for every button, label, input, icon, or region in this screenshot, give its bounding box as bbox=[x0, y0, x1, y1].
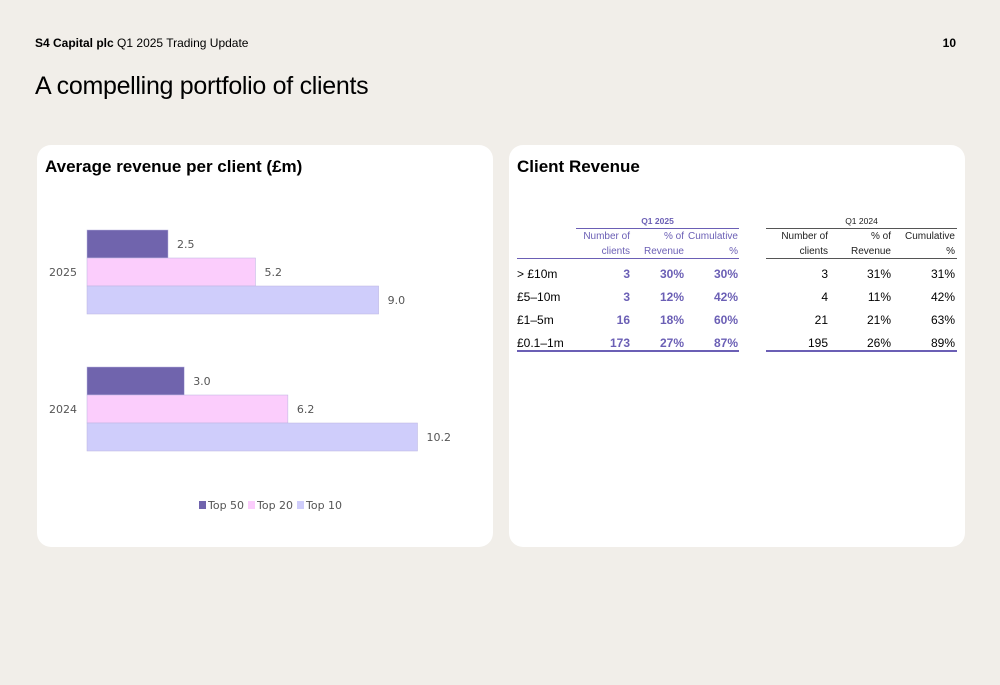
legend-label: Top 10 bbox=[305, 499, 342, 512]
table-cell-q1-2025: 16 bbox=[616, 313, 630, 327]
divider bbox=[576, 228, 739, 229]
table-cell-q1-2025: 42% bbox=[713, 290, 738, 304]
divider bbox=[517, 350, 739, 352]
column-header-q1-2025: Revenue bbox=[643, 246, 684, 257]
data-label: 10.2 bbox=[426, 431, 451, 444]
table-cell-q1-2025: 3 bbox=[623, 290, 630, 304]
chart-card: 2025 2.5 5.2 9.0 2024 3.0 6.2 10.2 Top 50 Top 20 T… bbox=[37, 145, 493, 547]
table-row-label: £1–5m bbox=[517, 313, 554, 327]
table-cell-q1-2025: 87% bbox=[713, 336, 738, 350]
data-label: 9.0 bbox=[388, 294, 406, 307]
divider bbox=[517, 258, 739, 259]
legend-swatch-top20 bbox=[248, 501, 255, 509]
data-label: 5.2 bbox=[264, 266, 282, 279]
table-cell-q1-2025: 30% bbox=[659, 267, 684, 281]
category-label-2025: 2025 bbox=[49, 266, 77, 279]
column-header-q1-2024: clients bbox=[799, 246, 828, 257]
bar-top50-2025 bbox=[86, 229, 169, 259]
table-cell-q1-2025: 18% bbox=[659, 313, 684, 327]
table-title: Client Revenue bbox=[517, 157, 640, 176]
divider bbox=[766, 258, 957, 259]
divider bbox=[766, 350, 957, 352]
bar-top20-2025 bbox=[86, 257, 256, 287]
table-row-label: > £10m bbox=[517, 267, 558, 281]
bar-top20-2024 bbox=[86, 394, 289, 424]
table-cell-q1-2024: 42% bbox=[930, 290, 955, 304]
table-cell-q1-2024: 26% bbox=[866, 336, 891, 350]
chart-title: Average revenue per client (£m) bbox=[45, 157, 303, 176]
column-header-q1-2025: clients bbox=[601, 246, 630, 257]
column-header-q1-2024: Revenue bbox=[850, 246, 891, 257]
column-header-q1-2024: Cumulative bbox=[904, 231, 955, 242]
column-header-q1-2025: Number of bbox=[583, 231, 630, 242]
data-label: 6.2 bbox=[297, 403, 315, 416]
table-cell-q1-2024: 4 bbox=[821, 290, 828, 304]
bar-top50-2024 bbox=[86, 366, 185, 396]
table-cell-q1-2024: 21 bbox=[814, 313, 828, 327]
table-cell-q1-2025: 173 bbox=[609, 336, 630, 350]
column-header-q1-2025: % of bbox=[663, 231, 684, 242]
table-cell-q1-2025: 27% bbox=[659, 336, 684, 350]
table-cell-q1-2024: 11% bbox=[867, 290, 891, 304]
table-row-label: £5–10m bbox=[517, 290, 561, 304]
table-cell-q1-2024: 31% bbox=[866, 267, 891, 281]
legend-swatch-top10 bbox=[297, 501, 304, 509]
legend-label: Top 50 bbox=[207, 499, 244, 512]
legend-swatch-top50 bbox=[199, 501, 206, 509]
company-name: S4 Capital plc bbox=[35, 36, 114, 50]
header: S4 Capital plc Q1 2025 Trading Update bbox=[35, 36, 248, 50]
table-row-label: £0.1–1m bbox=[517, 336, 564, 350]
table-cell-q1-2024: 195 bbox=[807, 336, 828, 350]
column-header-q1-2024: % bbox=[946, 246, 955, 257]
table-cell-q1-2024: 3 bbox=[821, 267, 828, 281]
table-cell-q1-2025: 12% bbox=[659, 290, 684, 304]
data-label: 2.5 bbox=[177, 238, 195, 251]
report-subtitle: Q1 2025 Trading Update bbox=[117, 36, 249, 50]
table-cell-q1-2025: 3 bbox=[623, 267, 630, 281]
period-label-q1-2024: Q1 2024 bbox=[845, 216, 878, 226]
column-header-q1-2025: % bbox=[729, 246, 738, 257]
category-label-2024: 2024 bbox=[49, 403, 77, 416]
bar-chart: 2025 2.5 5.2 9.0 2024 3.0 6.2 10.2 Top 50 Top 20 T… bbox=[49, 229, 451, 512]
column-header-q1-2024: % of bbox=[870, 231, 891, 242]
page-title: A compelling portfolio of clients bbox=[35, 72, 369, 100]
page-number: 10 bbox=[942, 36, 956, 50]
column-header-q1-2025: Cumulative bbox=[687, 231, 738, 242]
table-cell-q1-2024: 89% bbox=[930, 336, 955, 350]
table-cell-q1-2025: 60% bbox=[713, 313, 738, 327]
bar-top10-2025 bbox=[86, 285, 379, 315]
table-cell-q1-2024: 63% bbox=[930, 313, 955, 327]
table-cell-q1-2025: 30% bbox=[713, 267, 738, 281]
column-header-q1-2024: Number of bbox=[781, 231, 828, 242]
data-label: 3.0 bbox=[193, 375, 211, 388]
table-cell-q1-2024: 31% bbox=[930, 267, 955, 281]
table-cell-q1-2024: 21% bbox=[866, 313, 891, 327]
period-label-q1-2025: Q1 2025 bbox=[641, 216, 674, 226]
table-card: Client Revenue Q1 2025 Q1 2024 Number of cl… bbox=[509, 145, 965, 547]
legend-label: Top 20 bbox=[256, 499, 293, 512]
bar-top10-2024 bbox=[86, 422, 418, 452]
divider bbox=[766, 228, 957, 229]
